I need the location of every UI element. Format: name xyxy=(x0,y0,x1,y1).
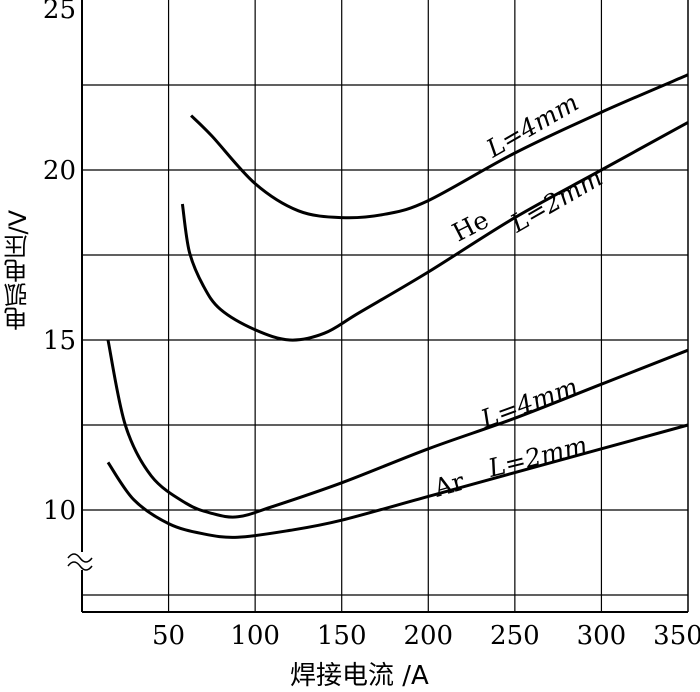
x-tick-label: 350 xyxy=(653,621,700,651)
annotation-he-l2: L=2mm xyxy=(505,163,608,239)
x-axis-label: 焊接电流 /A xyxy=(290,661,429,691)
y-axis-label-text: 电弧电压/V xyxy=(4,209,32,331)
axis-break-gap xyxy=(66,552,86,570)
x-tick-label: 50 xyxy=(152,621,185,651)
annotation-ar-l2: L=2mm xyxy=(484,430,590,483)
annotation-he-l4: L=4mm xyxy=(481,88,584,164)
tick-labels: 10 15 20 25 50 100 150 200 250 300 350 xyxy=(43,0,700,651)
axis-break-wave xyxy=(67,553,93,563)
y-tick-label: 15 xyxy=(43,326,76,356)
y-tick-label: 20 xyxy=(43,156,76,186)
grid xyxy=(82,0,688,612)
x-tick-label: 150 xyxy=(317,621,367,651)
series-lines xyxy=(106,73,689,539)
x-tick-label: 250 xyxy=(490,621,540,651)
axis-break-mark xyxy=(66,552,93,571)
x-tick-label: 300 xyxy=(577,621,627,651)
annotation-he: He xyxy=(448,205,494,247)
series-line-0 xyxy=(190,73,689,220)
y-tick-label: 25 xyxy=(43,0,76,25)
y-tick-label: 10 xyxy=(43,496,76,526)
x-tick-label: 200 xyxy=(403,621,453,651)
y-axis-label: 电弧电压/V xyxy=(4,170,32,370)
series-line-3 xyxy=(106,423,689,539)
axis-break-wave xyxy=(67,561,93,571)
series-line-2 xyxy=(106,339,689,519)
annotation-ar: Ar xyxy=(430,467,468,503)
plot-frame xyxy=(81,0,689,613)
annotations: L=4mm He L=2mm L=4mm Ar L=2mm xyxy=(430,88,608,503)
x-tick-label: 100 xyxy=(230,621,280,651)
series-line-1 xyxy=(180,121,689,342)
